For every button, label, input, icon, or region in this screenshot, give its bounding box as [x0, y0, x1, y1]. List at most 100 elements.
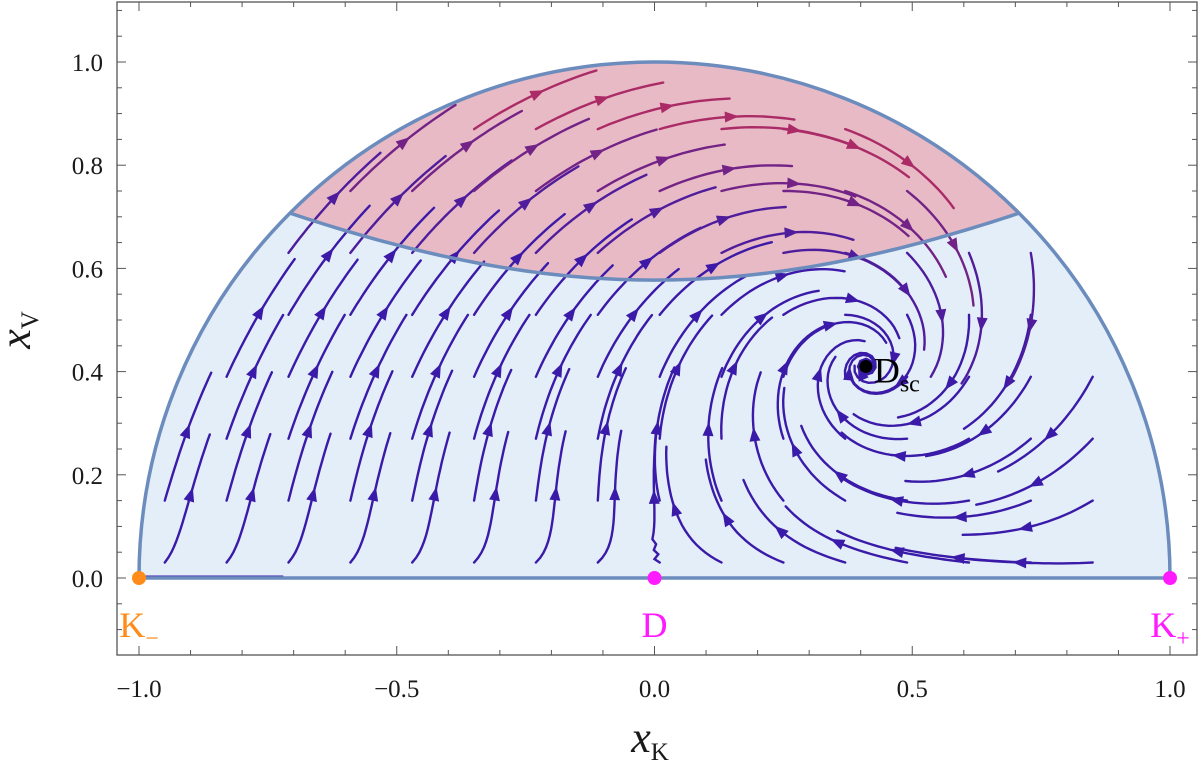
streamline-arrow-57 [724, 111, 739, 123]
critical-point-label-Dsc: Dsc [874, 350, 920, 397]
streamline-arrow-10 [320, 248, 334, 263]
streamline-arrow-67 [749, 427, 761, 442]
streamline-arrow-41 [594, 95, 610, 107]
streamline-arrow-94 [976, 317, 988, 332]
streamline-arrow-56 [721, 164, 737, 176]
streamline-arrow-12 [367, 487, 379, 502]
y-tick-label: 0.8 [72, 153, 103, 180]
streamline-arrow-73 [845, 138, 861, 149]
streamline-arrow-16 [383, 249, 397, 264]
streamline-arrow-46 [638, 256, 654, 270]
streamline-arrow-6 [306, 487, 317, 503]
streamline-arrow-102 [1018, 521, 1033, 532]
streamline-arrow-81 [900, 155, 916, 168]
streamline-arrow-63 [784, 227, 799, 239]
x-tick-label: −1.0 [116, 676, 161, 703]
critical-point-K+ [1163, 571, 1177, 585]
streamlines-layer [139, 69, 1094, 578]
x-axis-label: xK [630, 713, 669, 766]
streamline-arrow-36 [551, 362, 563, 378]
streamline-arrow-60 [726, 360, 738, 376]
streamline-arrow-98 [977, 423, 993, 436]
acceleration-boundary-line [289, 211, 1020, 282]
axis-ticks: −1.0 −0.5 0.0 0.5 1.0 0.0 0.2 0.4 0.6 0.8 1.0 [72, 2, 1197, 703]
streamline-arrow-43 [599, 420, 611, 436]
critical-points: K− D K+Dsc [119, 350, 1190, 652]
critical-point-Dsc [859, 359, 873, 373]
streamline-arrow-66 [722, 512, 735, 528]
streamline-arrow-52 [669, 361, 681, 377]
x-tick-label: 0.0 [639, 676, 670, 703]
regions-layer [139, 61, 1170, 578]
critical-point-label-base: D [642, 605, 668, 645]
streamline-arrow-15 [376, 305, 389, 321]
streamline-arrow-59 [702, 422, 714, 437]
streamline-arrow-2 [245, 487, 256, 503]
streamline-arrow-3 [240, 423, 252, 439]
streamline-arrow-87 [935, 308, 947, 324]
critical-point-label-base: D [874, 350, 900, 390]
x-tick-label: 0.5 [897, 676, 928, 703]
streamline-arrow-22 [438, 306, 451, 321]
streamline-arrow-7 [301, 423, 312, 439]
streamline-arrow-11 [326, 191, 341, 206]
streamline-arrow-51 [650, 420, 662, 436]
critical-point-D [647, 571, 662, 585]
streamline-arrow-21 [430, 363, 441, 379]
region-boundaries [137, 60, 1172, 580]
critical-point-label-base: K [1150, 605, 1176, 645]
streamline-arrow-55 [715, 215, 731, 227]
streamline-arrow-92 [906, 415, 922, 427]
streamline-arrow-49 [659, 102, 675, 114]
streamline-arrow-24 [453, 194, 468, 209]
x-tick-label: −0.5 [374, 676, 419, 703]
streamline-arrow-86 [894, 374, 909, 388]
streamline-arrow-42 [609, 486, 621, 501]
streamline-arrow-44 [611, 362, 623, 378]
critical-point-label-sub: + [1176, 626, 1190, 652]
streamline-arrow-14 [368, 363, 380, 379]
streamline-arrow-72 [846, 195, 862, 207]
streamline-arrow-100 [1026, 318, 1038, 333]
streamline-arrow-54 [705, 262, 721, 275]
streamline-arrow-38 [574, 253, 588, 268]
streamline-arrow-91 [891, 451, 907, 462]
streamline-arrow-9 [314, 305, 327, 321]
streamline-arrow-70 [845, 292, 860, 304]
streamline-arrow-37 [563, 307, 576, 322]
streamline-arrow-88 [946, 237, 959, 253]
streamline-arrow-64 [786, 177, 802, 189]
streamline-arrow-20 [422, 422, 433, 438]
streamline-arrow-79 [897, 282, 911, 297]
streamline-arrow-33 [529, 90, 545, 101]
streamline-arrow-18 [395, 137, 410, 151]
streamline-arrow-29 [500, 306, 514, 322]
streamline-arrow-93 [945, 375, 958, 390]
plot-frame [116, 1, 1198, 656]
critical-point-label-D: D [642, 605, 668, 645]
streamline-arrow-53 [689, 309, 703, 324]
streamline-arrow-28 [490, 363, 502, 379]
y-tick-label: 0.6 [72, 256, 103, 283]
x-axis-label-base: x [630, 713, 651, 762]
streamline-arrow-27 [482, 422, 493, 438]
streamline-arrow-48 [655, 156, 671, 167]
x-tick-label: 1.0 [1154, 676, 1185, 703]
streamline-arrow-8 [307, 364, 319, 379]
critical-point-K− [132, 571, 146, 585]
streamline-arrow-1 [179, 424, 190, 440]
streamline-arrow-47 [648, 207, 664, 219]
streamline-arrow-97 [960, 467, 976, 478]
streamline-arrow-35 [541, 421, 552, 437]
streamline-arrow-104 [1044, 426, 1059, 441]
accelerating-region [289, 62, 1020, 281]
streamline-arrow-32 [524, 144, 540, 156]
streamline-arrow-34 [549, 486, 561, 501]
streamline-arrow-50 [648, 489, 660, 504]
streamline-arrow-74 [774, 525, 789, 540]
y-tick-label: 0.2 [72, 463, 103, 490]
streamline-arrow-96 [952, 511, 967, 523]
streamline-arrow-40 [589, 149, 605, 161]
streamline-arrow-4 [246, 364, 257, 380]
